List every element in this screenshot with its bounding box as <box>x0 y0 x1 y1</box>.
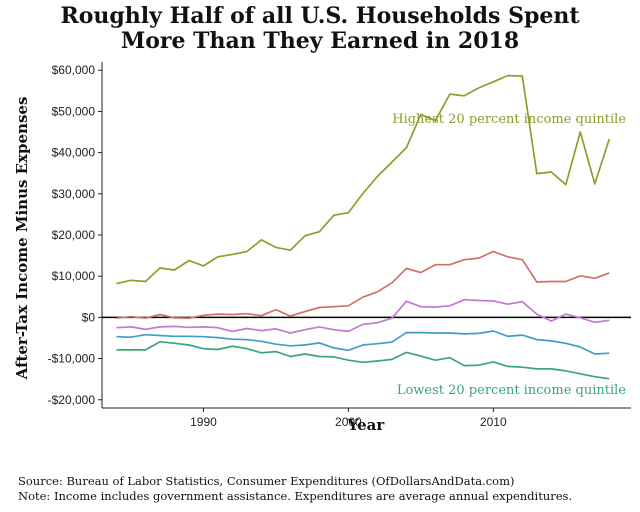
x-tick-label: 2010 <box>480 415 507 429</box>
x-axis-label: Year <box>347 416 385 434</box>
series-line-1 <box>116 74 611 285</box>
y-tick-label: -$10,000 <box>48 352 96 366</box>
series-line-2 <box>116 250 610 320</box>
x-tick-label: 1990 <box>190 415 217 429</box>
y-tick-label: $0 <box>82 310 96 324</box>
series-line-3 <box>116 298 610 334</box>
x-tick-label: 2000 <box>335 415 362 429</box>
chart-title-line-1: Roughly Half of all U.S. Households Spen… <box>60 3 580 29</box>
series-line-5 <box>116 340 610 380</box>
y-tick-label: $30,000 <box>52 187 96 201</box>
series-line-4 <box>116 330 610 355</box>
source-note: Source: Bureau of Labor Statistics, Cons… <box>18 474 515 488</box>
y-tick-label: -$20,000 <box>48 393 96 407</box>
y-tick-label: $40,000 <box>52 146 96 160</box>
y-tick-label: $60,000 <box>52 63 96 77</box>
annotation-highest-quintile: Highest 20 percent income quintile <box>392 112 626 127</box>
annotation-lowest-quintile: Lowest 20 percent income quintile <box>397 383 626 398</box>
y-tick-label: $10,000 <box>52 269 96 283</box>
chart-title: Roughly Half of all U.S. Households Spen… <box>0 4 640 54</box>
y-tick-label: $50,000 <box>52 104 96 118</box>
chart-title-line-2: More Than They Earned in 2018 <box>120 28 520 54</box>
y-tick-label: $20,000 <box>52 228 96 242</box>
footnote: Note: Income includes government assista… <box>18 489 573 503</box>
